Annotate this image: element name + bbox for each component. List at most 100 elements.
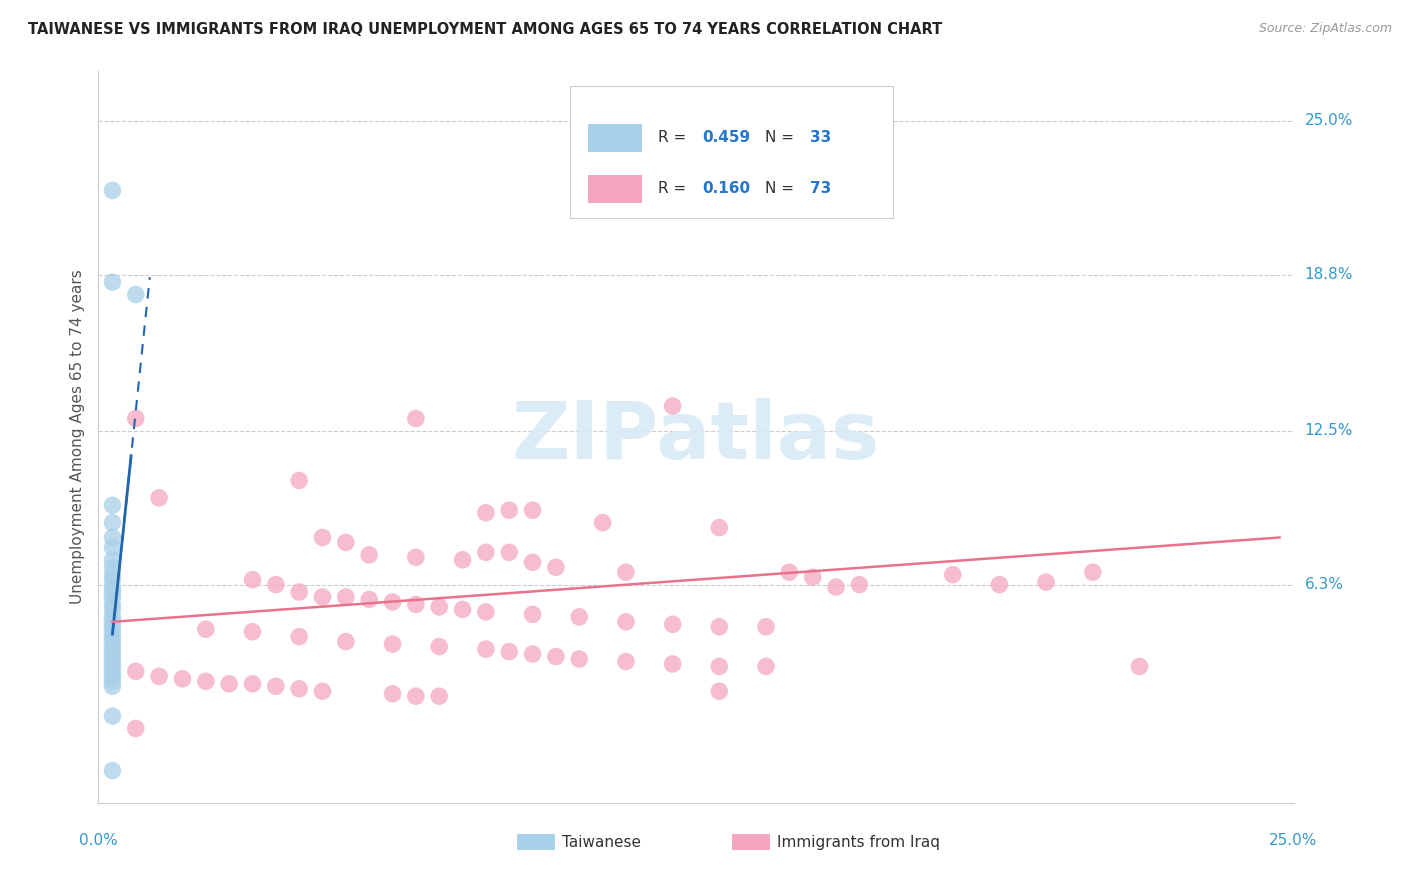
Point	[101, 498, 124, 512]
Point	[311, 531, 333, 545]
Point	[125, 411, 148, 425]
Point	[311, 684, 333, 698]
Point	[359, 548, 381, 562]
Point	[1128, 659, 1150, 673]
Bar	[589, 124, 643, 152]
Point	[194, 674, 217, 689]
Point	[451, 602, 474, 616]
Point	[101, 275, 124, 289]
Text: Immigrants from Iraq: Immigrants from Iraq	[778, 835, 941, 850]
Point	[101, 590, 124, 604]
Point	[709, 684, 731, 698]
Point	[264, 577, 287, 591]
Point	[427, 640, 450, 654]
Text: Source: ZipAtlas.com: Source: ZipAtlas.com	[1258, 22, 1392, 36]
Point	[101, 615, 124, 629]
Point	[475, 605, 498, 619]
Text: N =: N =	[765, 129, 799, 145]
Point	[614, 655, 637, 669]
Point	[101, 567, 124, 582]
Point	[568, 610, 591, 624]
Point	[148, 669, 170, 683]
Point	[101, 634, 124, 648]
Point	[101, 531, 124, 545]
Point	[614, 565, 637, 579]
Point	[661, 617, 683, 632]
Point	[101, 573, 124, 587]
Point	[335, 634, 357, 648]
Point	[101, 674, 124, 689]
Point	[218, 677, 240, 691]
Bar	[517, 834, 555, 850]
Point	[475, 506, 498, 520]
Point	[498, 644, 520, 658]
Point	[242, 677, 264, 691]
Point	[475, 545, 498, 559]
Text: 25.0%: 25.0%	[1305, 113, 1353, 128]
Point	[101, 516, 124, 530]
Point	[101, 541, 124, 555]
Point	[381, 637, 404, 651]
Text: 0.0%: 0.0%	[79, 833, 118, 848]
Text: R =: R =	[658, 181, 690, 196]
Point	[1035, 575, 1057, 590]
Point	[522, 647, 544, 661]
Point	[661, 399, 683, 413]
Point	[475, 642, 498, 657]
Point	[101, 624, 124, 639]
Point	[825, 580, 848, 594]
Point	[381, 687, 404, 701]
Point	[405, 411, 427, 425]
Point	[427, 599, 450, 614]
Point	[125, 722, 148, 736]
Point	[101, 585, 124, 599]
Point	[568, 652, 591, 666]
Point	[125, 287, 148, 301]
Point	[101, 669, 124, 683]
Point	[101, 610, 124, 624]
Point	[522, 555, 544, 569]
Point	[101, 655, 124, 669]
Text: 0.459: 0.459	[702, 129, 749, 145]
Point	[101, 709, 124, 723]
Point	[288, 681, 311, 696]
Point	[498, 545, 520, 559]
Point	[335, 590, 357, 604]
Point	[101, 640, 124, 654]
Point	[848, 577, 870, 591]
Bar	[733, 834, 770, 850]
Point	[288, 585, 311, 599]
Point	[101, 665, 124, 679]
Point	[288, 474, 311, 488]
Point	[101, 644, 124, 658]
Text: 25.0%: 25.0%	[1270, 833, 1317, 848]
Text: R =: R =	[658, 129, 690, 145]
Point	[755, 620, 778, 634]
Point	[709, 520, 731, 534]
Text: TAIWANESE VS IMMIGRANTS FROM IRAQ UNEMPLOYMENT AMONG AGES 65 TO 74 YEARS CORRELA: TAIWANESE VS IMMIGRANTS FROM IRAQ UNEMPL…	[28, 22, 942, 37]
Point	[381, 595, 404, 609]
Point	[405, 550, 427, 565]
Bar	[589, 175, 643, 203]
Text: 33: 33	[810, 129, 831, 145]
Point	[614, 615, 637, 629]
Text: N =: N =	[765, 181, 799, 196]
Point	[544, 560, 567, 574]
Point	[661, 657, 683, 671]
Point	[172, 672, 194, 686]
Point	[778, 565, 800, 579]
Point	[427, 689, 450, 703]
Point	[311, 590, 333, 604]
Point	[125, 665, 148, 679]
Point	[101, 649, 124, 664]
Point	[755, 659, 778, 673]
Point	[988, 577, 1011, 591]
Text: 12.5%: 12.5%	[1305, 424, 1353, 438]
Point	[101, 630, 124, 644]
Point	[522, 607, 544, 622]
Point	[101, 620, 124, 634]
Point	[544, 649, 567, 664]
Text: Taiwanese: Taiwanese	[562, 835, 641, 850]
Point	[359, 592, 381, 607]
Point	[942, 567, 965, 582]
